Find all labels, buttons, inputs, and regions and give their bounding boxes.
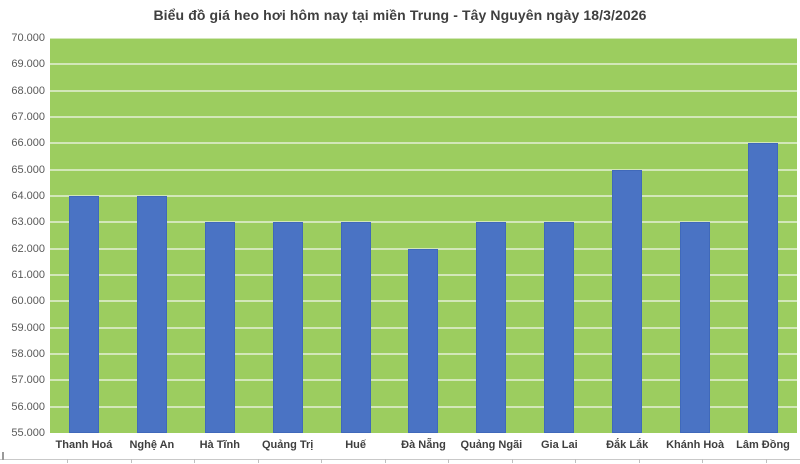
y-tick-label: 55.000 (11, 427, 45, 439)
bar (341, 222, 371, 433)
y-tick-label: 57.000 (11, 374, 45, 386)
y-tick-label: 65.000 (11, 164, 45, 176)
table-column-tick (766, 459, 767, 463)
gridline (50, 38, 797, 39)
bar (544, 222, 574, 433)
table-column-tick (575, 459, 576, 463)
table-top-border (0, 459, 800, 460)
table-column-tick (639, 459, 640, 463)
table-column-tick (448, 459, 449, 463)
x-axis: Thanh Hoá Nghệ An Hà Tĩnh Quảng Trị Huế Đà Nẵ… (50, 437, 797, 453)
gridline (50, 169, 797, 171)
bar (612, 170, 642, 433)
table-column-tick (67, 459, 68, 463)
y-tick-label: 66.000 (11, 137, 45, 149)
y-tick-label: 62.000 (11, 243, 45, 255)
gridline (50, 116, 797, 118)
bar (69, 196, 99, 433)
y-tick-label: 61.000 (11, 269, 45, 281)
x-tick-label: Hà Tĩnh (199, 439, 240, 451)
y-tick-label: 67.000 (11, 111, 45, 123)
y-tick-label: 69.000 (11, 58, 45, 70)
bar (273, 222, 303, 433)
gridline (50, 63, 797, 65)
y-tick-label: 63.000 (11, 216, 45, 228)
plot-area (50, 38, 797, 433)
table-column-tick (385, 459, 386, 463)
bar (476, 222, 506, 433)
y-tick-label: 64.000 (11, 190, 45, 202)
table-column-tick (194, 459, 195, 463)
table-column-tick (131, 459, 132, 463)
y-tick-label: 56.000 (11, 401, 45, 413)
x-tick-label: Huế (345, 439, 366, 451)
y-tick-label: 70.000 (11, 32, 45, 44)
y-tick-label: 59.000 (11, 322, 45, 334)
bar (680, 222, 710, 433)
y-tick-label: 60.000 (11, 295, 45, 307)
y-tick-label: 58.000 (11, 348, 45, 360)
x-tick-label: Đà Nẵng (401, 439, 446, 451)
table-left-edge-mark (2, 452, 4, 460)
chart-title: Biểu đồ giá heo hơi hôm nay tại miền Tru… (153, 7, 647, 23)
bar (205, 222, 235, 433)
x-tick-label: Đắk Lắk (606, 439, 649, 451)
gridline (50, 195, 797, 197)
gridline (50, 221, 797, 223)
table-column-tick (702, 459, 703, 463)
x-tick-label: Thanh Hoá (55, 439, 113, 451)
x-tick-label: Gia Lai (540, 439, 578, 451)
table-column-tick (258, 459, 259, 463)
bar (137, 196, 167, 433)
bar (748, 143, 778, 433)
gridline (50, 90, 797, 92)
x-tick-label: Quảng Ngãi (460, 439, 523, 451)
gridline (50, 142, 797, 144)
x-tick-label: Nghệ An (129, 439, 175, 451)
x-tick-label: Khánh Hoà (666, 439, 725, 451)
y-tick-label: 68.000 (11, 85, 45, 97)
table-column-tick (321, 459, 322, 463)
bar (408, 249, 438, 433)
table-column-tick (512, 459, 513, 463)
x-tick-label: Lâm Đồng (736, 439, 790, 451)
x-tick-label: Quảng Trị (262, 439, 314, 451)
y-axis: 70.000 69.000 68.000 67.000 66.000 65.000 64.0… (0, 32, 45, 439)
